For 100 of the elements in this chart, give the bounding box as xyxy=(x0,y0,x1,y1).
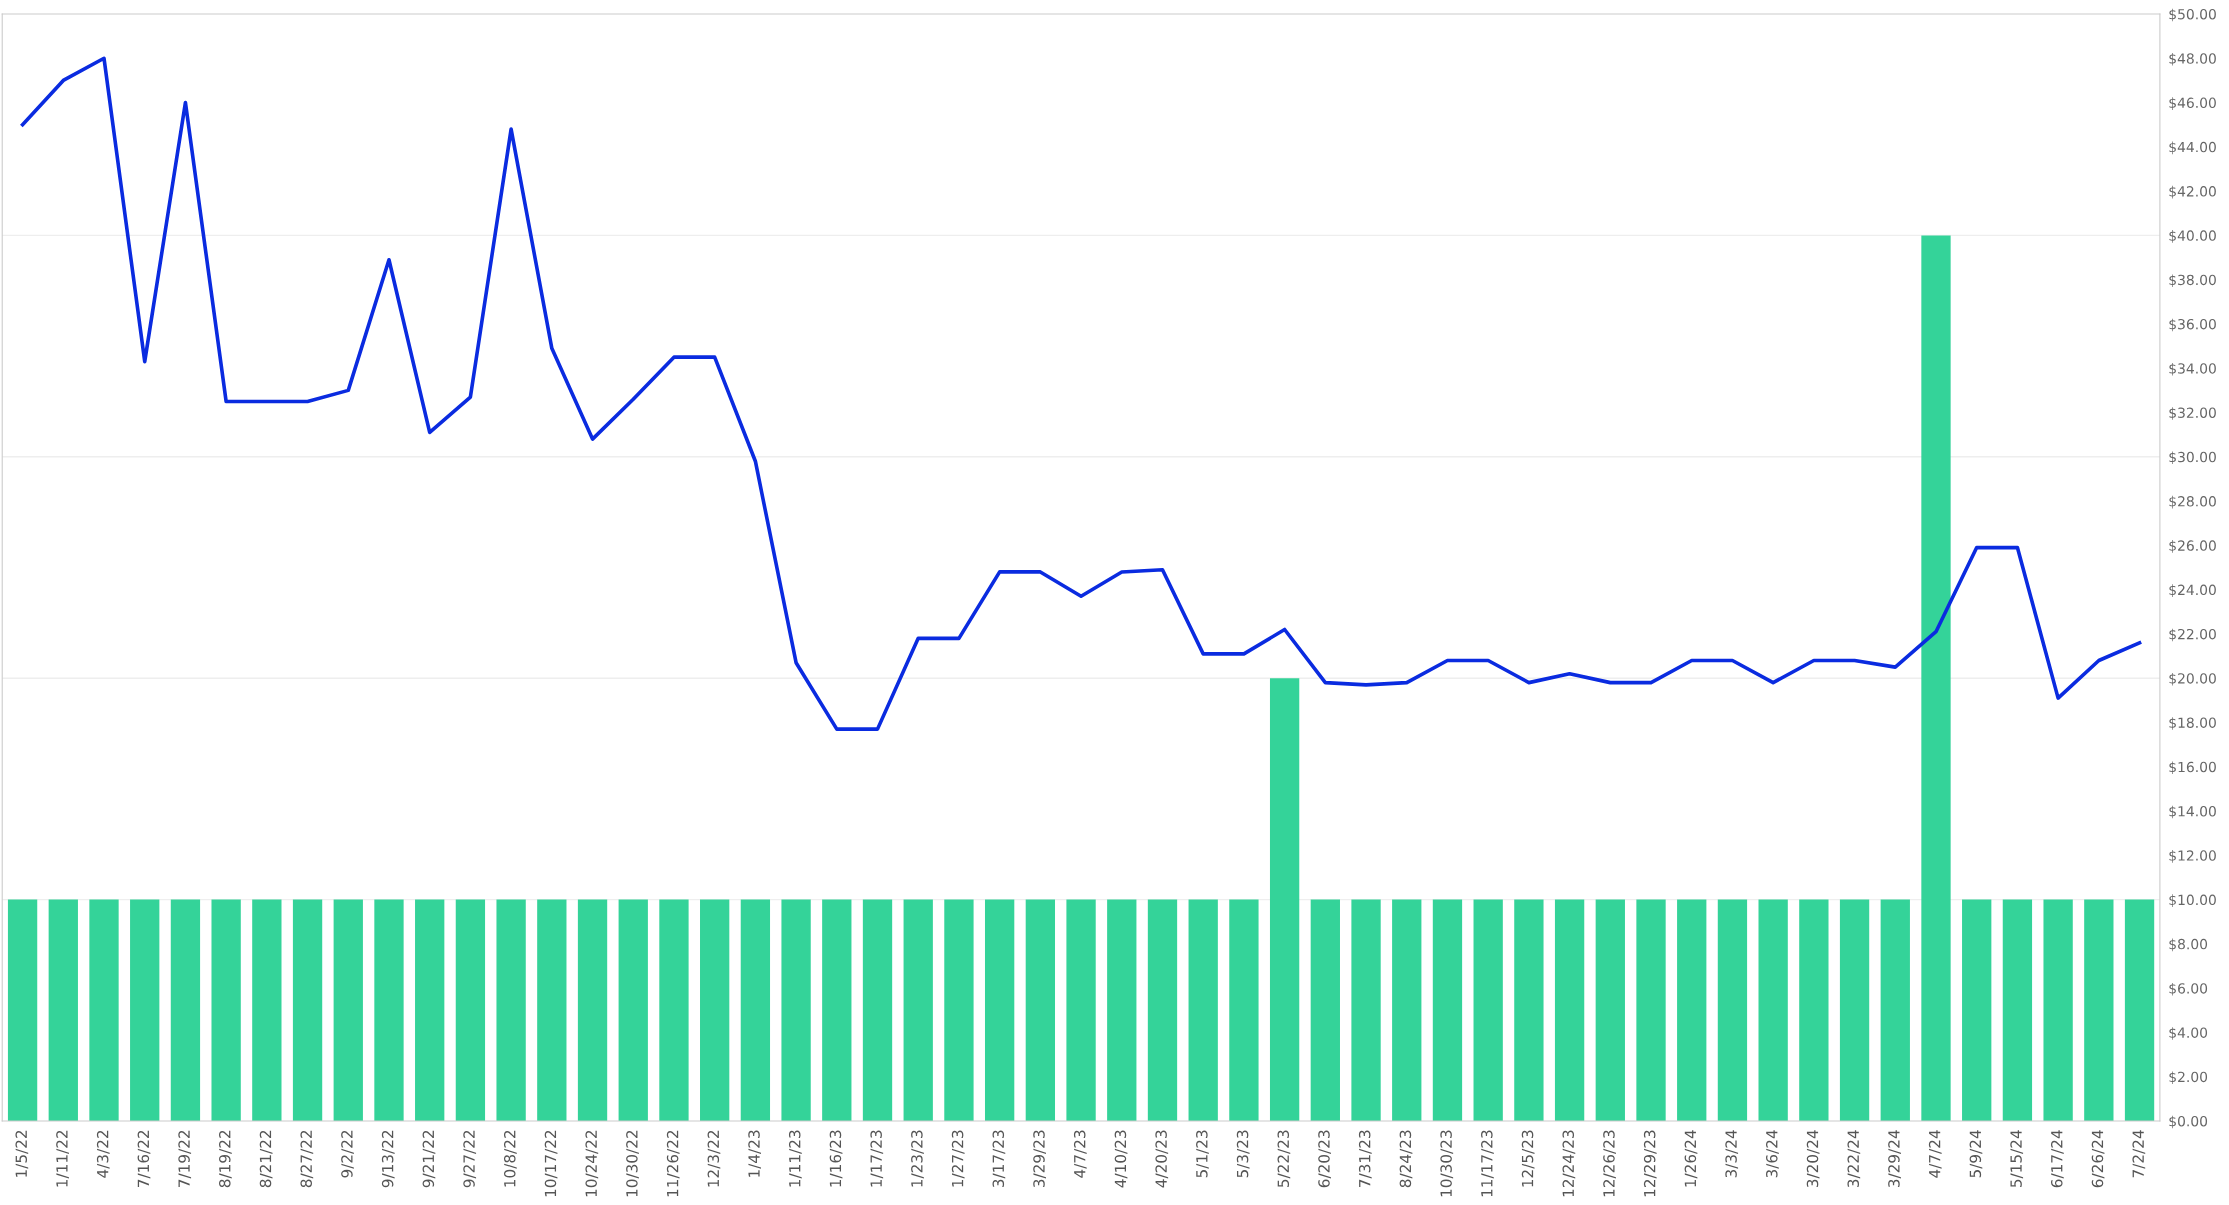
y-tick-label: $22.00 xyxy=(2169,628,2216,642)
bar xyxy=(7,899,38,1121)
y-tick-label: $10.00 xyxy=(2169,894,2216,907)
x-tick-label: 5/15/24 xyxy=(2010,1130,2024,1188)
x-tick-label: 3/17/23 xyxy=(992,1130,1006,1188)
y-tick-label: $20.00 xyxy=(2169,672,2216,686)
y-tick-label: $42.00 xyxy=(2169,185,2216,199)
y-tick-label: $36.00 xyxy=(2169,318,2216,332)
bar xyxy=(822,899,852,1121)
bar xyxy=(292,899,323,1121)
x-tick-label: 10/30/22 xyxy=(626,1130,639,1197)
bar xyxy=(89,899,119,1121)
bar xyxy=(333,899,363,1121)
x-tick-label: 12/26/23 xyxy=(1603,1130,1616,1197)
y-tick-label: $30.00 xyxy=(2169,451,2216,465)
y-tick-label: $38.00 xyxy=(2169,274,2216,287)
bar xyxy=(618,899,648,1121)
bar xyxy=(1962,899,1992,1121)
x-tick-label: 12/24/23 xyxy=(1562,1130,1576,1197)
bar xyxy=(2043,899,2073,1121)
x-tick-label: 5/1/23 xyxy=(1196,1130,1209,1178)
y-tick-label: $14.00 xyxy=(2169,805,2216,819)
x-tick-label: 1/23/23 xyxy=(911,1130,924,1187)
bar xyxy=(944,899,974,1121)
x-tick-label: 5/9/24 xyxy=(1969,1130,1983,1178)
y-tick-label: $2.00 xyxy=(2169,1071,2208,1085)
bar xyxy=(415,899,445,1121)
bar xyxy=(1432,899,1463,1121)
x-tick-label: 5/3/23 xyxy=(1236,1130,1250,1178)
x-tick-label: 12/29/23 xyxy=(1643,1130,1657,1197)
x-tick-label: 4/7/24 xyxy=(1928,1130,1942,1178)
y-tick-label: $12.00 xyxy=(2169,850,2216,863)
x-tick-label: 10/17/22 xyxy=(544,1130,558,1197)
bar xyxy=(537,899,567,1121)
bar xyxy=(130,899,160,1121)
bar xyxy=(659,899,689,1121)
bar xyxy=(577,899,608,1121)
y-tick-label: $32.00 xyxy=(2169,407,2216,420)
x-tick-label: 8/21/22 xyxy=(259,1130,273,1188)
x-tick-label: 7/2/24 xyxy=(2132,1130,2146,1178)
bar xyxy=(1799,899,1829,1121)
y-tick-label: $4.00 xyxy=(2169,1027,2208,1040)
bar xyxy=(700,899,730,1121)
bar xyxy=(1595,899,1625,1121)
x-tick-label: 8/27/22 xyxy=(300,1130,314,1188)
x-tick-label: 7/31/23 xyxy=(1358,1130,1372,1187)
y-tick-label: $48.00 xyxy=(2169,53,2216,66)
bar xyxy=(48,899,78,1121)
line-series xyxy=(20,56,2142,731)
bar xyxy=(1636,899,1666,1121)
x-tick-label: 1/5/22 xyxy=(15,1130,29,1177)
bar xyxy=(1229,899,1259,1121)
x-tick-label: 1/4/23 xyxy=(748,1130,762,1177)
y-tick-label: $24.00 xyxy=(2169,584,2216,597)
x-tick-label: 4/10/23 xyxy=(1114,1130,1128,1188)
bar xyxy=(1554,899,1585,1121)
x-tick-label: 3/20/24 xyxy=(1806,1130,1820,1188)
y-tick-label: $0.00 xyxy=(2169,1115,2208,1129)
y-tick-label: $44.00 xyxy=(2169,141,2216,155)
bar xyxy=(374,899,404,1121)
bar xyxy=(1921,235,1951,1121)
x-tick-label: 1/11/23 xyxy=(788,1130,802,1187)
bar xyxy=(862,899,893,1121)
x-tick-label: 6/20/23 xyxy=(1318,1130,1331,1188)
bar xyxy=(1107,899,1137,1121)
x-tick-label: 10/30/23 xyxy=(1440,1130,1454,1197)
x-tick-label: 11/26/22 xyxy=(666,1130,680,1197)
x-tick-label: 6/26/24 xyxy=(2091,1130,2105,1188)
bar xyxy=(1473,899,1503,1121)
x-tick-label: 11/17/23 xyxy=(1481,1130,1494,1197)
x-tick-label: 6/17/24 xyxy=(2051,1130,2064,1188)
y-tick-label: $16.00 xyxy=(2169,761,2216,775)
bar xyxy=(211,899,241,1121)
x-tick-label: 4/20/23 xyxy=(1155,1130,1169,1188)
x-tick-label: 3/29/24 xyxy=(1888,1130,1901,1188)
x-tick-label: 3/6/24 xyxy=(1766,1130,1779,1178)
x-tick-label: 9/13/22 xyxy=(381,1130,395,1188)
y-tick-label: $40.00 xyxy=(2169,230,2216,243)
x-tick-label: 9/21/22 xyxy=(422,1130,436,1188)
x-tick-label: 5/22/23 xyxy=(1277,1130,1291,1188)
x-tick-label: 4/3/22 xyxy=(96,1130,110,1178)
bar xyxy=(1839,899,1870,1121)
bar xyxy=(1269,678,1300,1121)
bar xyxy=(1188,899,1218,1121)
bar xyxy=(1025,899,1056,1121)
y-tick-label: $8.00 xyxy=(2169,938,2208,952)
x-tick-label: 1/26/24 xyxy=(1684,1130,1698,1187)
bar xyxy=(1758,899,1788,1121)
bar xyxy=(1514,899,1544,1121)
bar xyxy=(1717,899,1748,1121)
x-tick-label: 3/29/23 xyxy=(1033,1130,1046,1188)
y-tick-label: $18.00 xyxy=(2169,717,2216,730)
x-tick-label: 9/2/22 xyxy=(341,1130,354,1178)
bar xyxy=(1066,899,1096,1121)
x-tick-label: 4/7/23 xyxy=(1073,1130,1087,1178)
y-tick-label: $26.00 xyxy=(2169,540,2216,553)
x-tick-label: 7/16/22 xyxy=(137,1130,151,1187)
x-tick-label: 1/11/22 xyxy=(56,1130,69,1187)
bar xyxy=(1147,899,1178,1121)
y-tick-label: $46.00 xyxy=(2169,97,2216,110)
